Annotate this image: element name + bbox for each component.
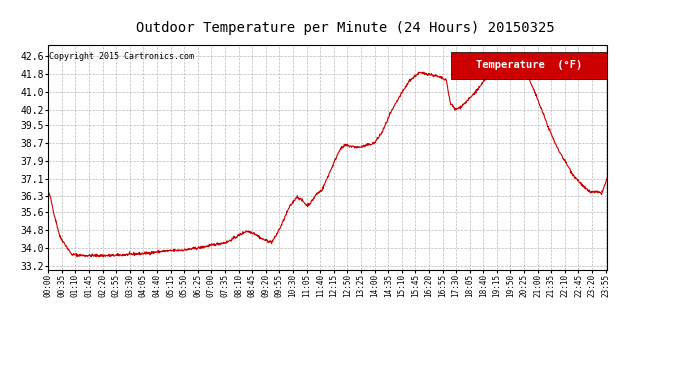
Text: Copyright 2015 Cartronics.com: Copyright 2015 Cartronics.com <box>50 52 195 61</box>
Text: Temperature  (°F): Temperature (°F) <box>476 60 582 70</box>
FancyBboxPatch shape <box>451 52 607 79</box>
Text: Outdoor Temperature per Minute (24 Hours) 20150325: Outdoor Temperature per Minute (24 Hours… <box>136 21 554 34</box>
